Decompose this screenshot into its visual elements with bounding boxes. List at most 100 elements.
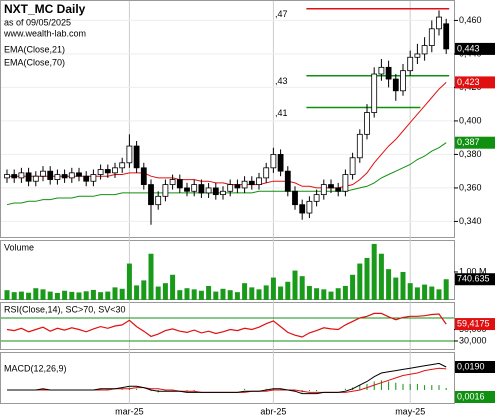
volume-panel <box>0 240 455 300</box>
volume-bar <box>371 243 377 300</box>
level-label: ,43 <box>275 76 288 86</box>
candle-body <box>392 78 399 92</box>
volume-bar <box>407 283 413 300</box>
candle-body <box>443 23 450 50</box>
candle-body <box>25 172 32 182</box>
volume-bar <box>299 276 305 300</box>
volume-bar <box>429 286 435 300</box>
candle-body <box>428 28 435 46</box>
volume-bar <box>249 287 255 300</box>
candle-body <box>32 175 39 182</box>
volume-bar <box>40 289 46 300</box>
volume-bar <box>270 277 276 300</box>
volume-bar <box>285 281 291 300</box>
candle-body <box>18 172 25 179</box>
volume-bar <box>11 292 17 300</box>
volume-bar <box>134 285 140 300</box>
ema-last-value: 0,387 <box>457 137 480 147</box>
candle-body <box>212 187 219 196</box>
candle-body <box>198 184 205 194</box>
panel-title: RSI(Close,14), SC>70, SV<30 <box>4 304 126 314</box>
marks <box>4 7 450 395</box>
x-tick-label: mar-25 <box>115 406 144 416</box>
legend-entry: EMA(Close,21) <box>4 44 65 54</box>
volume-bar <box>148 253 154 300</box>
volume-bar <box>436 289 442 300</box>
candle-body <box>191 184 198 192</box>
volume-bar <box>292 270 298 300</box>
candle-body <box>342 174 349 192</box>
candle-body <box>162 184 169 197</box>
candle-body <box>371 73 378 113</box>
volume-bar <box>335 288 341 300</box>
candle-body <box>436 16 442 30</box>
volume-bar <box>184 288 190 300</box>
candle-body <box>140 167 147 185</box>
candle-body <box>126 145 133 164</box>
candle-body <box>270 154 277 169</box>
volume-bar <box>141 280 147 300</box>
candle-body <box>248 180 255 185</box>
volume-bar <box>18 291 24 300</box>
candle-body <box>414 53 421 58</box>
volume-bar <box>234 292 240 300</box>
candle-body <box>155 195 162 206</box>
macd-hist-last-value: 0,0016 <box>457 391 485 401</box>
volume-bar <box>364 257 370 300</box>
volume-bar <box>98 292 104 300</box>
candle-body <box>356 133 363 159</box>
chart-title: NXT_MC Daily <box>4 2 86 16</box>
candle-body <box>119 162 126 169</box>
level-label: ,41 <box>275 108 288 118</box>
volume-bar <box>220 288 226 300</box>
volume-bar <box>278 286 284 300</box>
candle-body <box>313 194 320 202</box>
last-value: 0,443 <box>457 43 480 53</box>
candle-body <box>378 66 385 75</box>
y-tick-label: 1,00 M <box>459 266 487 276</box>
y-tick-label: 0,460 <box>459 15 482 25</box>
volume-bar <box>126 263 132 300</box>
volume-bar <box>90 289 96 300</box>
candle-body <box>176 179 183 189</box>
legend-entry: EMA(Close,70) <box>4 57 65 67</box>
candle-body <box>335 187 342 192</box>
volume-bar <box>155 286 161 300</box>
candle-body <box>407 56 414 72</box>
volume-bar <box>328 291 334 300</box>
volume-bar <box>62 290 68 300</box>
volume-bar <box>162 283 168 300</box>
last-value-box <box>455 42 495 55</box>
rsi-last-value-box <box>455 318 495 331</box>
candle-body <box>256 177 262 185</box>
x-tick-label: abr-25 <box>260 406 286 416</box>
volume-bar <box>191 289 197 300</box>
price-panel <box>0 0 455 238</box>
candle-body <box>61 174 68 179</box>
subtitle: as of 09/05/2025 <box>4 17 71 27</box>
rsi-panel <box>0 302 455 350</box>
candle-body <box>54 174 61 180</box>
rsi-line <box>6 312 447 338</box>
candle-body <box>263 167 270 179</box>
candle-body <box>241 180 248 189</box>
volume-bar <box>256 289 262 300</box>
rsi-last-value: 59,4175 <box>457 318 490 328</box>
candle-body <box>83 175 90 182</box>
macd-panel <box>0 352 455 404</box>
candle-body <box>68 172 75 179</box>
candle-body <box>47 170 54 180</box>
candle-body <box>169 179 176 185</box>
volume-bar <box>112 287 118 300</box>
candle-body <box>104 169 111 174</box>
x-tick-label: may-25 <box>395 406 425 416</box>
candle-body <box>220 190 226 196</box>
labels: NXT_MC Daily as of 09/05/2025 www.wealth… <box>3 2 495 416</box>
ema-last-value-box <box>455 76 495 89</box>
volume-bar <box>314 288 320 300</box>
y-tick-label: 0,380 <box>459 149 482 159</box>
candle-body <box>320 184 327 196</box>
candle-body <box>90 174 97 182</box>
volume-bar <box>242 283 248 300</box>
